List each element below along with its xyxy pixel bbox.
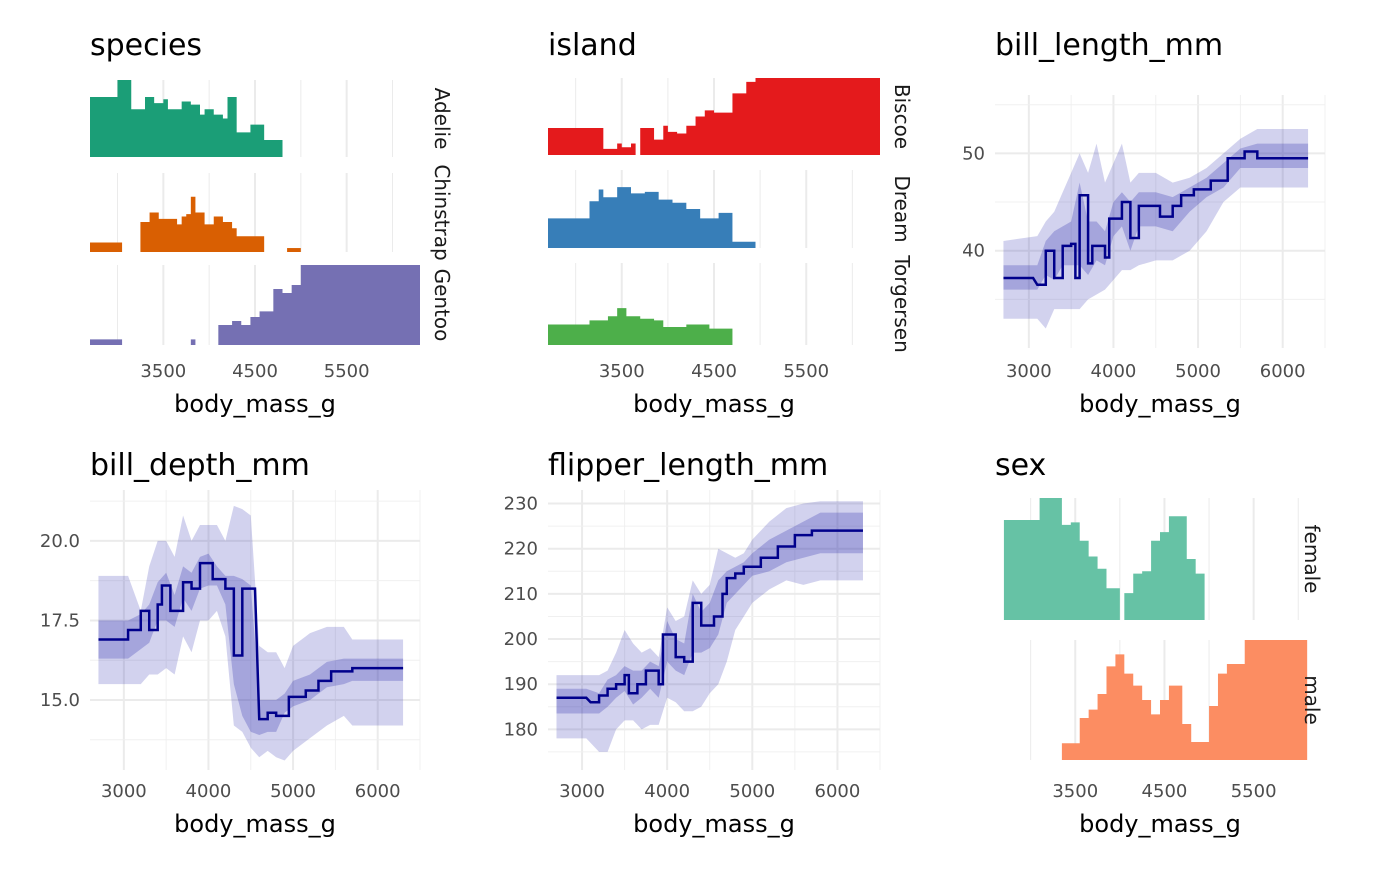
- x-tick-label: 4000: [1091, 361, 1137, 382]
- x-tick-label: 6000: [355, 781, 401, 802]
- x-tick-label: 4000: [644, 781, 690, 802]
- density-area: [90, 80, 283, 157]
- x-tick-label: 3000: [559, 781, 605, 802]
- y-tick-label: 230: [504, 494, 538, 515]
- x-tick-label: 5000: [270, 781, 316, 802]
- x-tick-label: 4500: [691, 361, 737, 382]
- panel-bill_length_mm: bill_length_mm body_mass_g 3000 4000 5000 600…: [962, 28, 1326, 418]
- y-tick-label: 220: [504, 539, 538, 560]
- facet-strip-label: Chinstrap: [430, 164, 454, 260]
- y-tick-label: 50: [962, 143, 985, 164]
- x-tick-label: 4500: [232, 361, 278, 382]
- x-tick-label: 3500: [599, 361, 645, 382]
- x-tick-label: 5500: [1231, 781, 1277, 802]
- panel-bill_depth_mm: bill_depth_mm body_mass_g 3000 4000 5000 6000…: [40, 448, 421, 838]
- x-axis-title: body_mass_g: [633, 390, 795, 418]
- x-tick-label: 3000: [101, 781, 147, 802]
- ci-band-inner: [98, 553, 404, 735]
- x-tick-label: 5500: [783, 361, 829, 382]
- density-area: [140, 196, 265, 252]
- panel-title: bill_depth_mm: [90, 448, 310, 483]
- y-tick-label: 210: [504, 584, 538, 605]
- x-tick-label: 6000: [1260, 361, 1306, 382]
- x-tick-label: 4500: [1142, 781, 1188, 802]
- x-tick-label: 3000: [1006, 361, 1052, 382]
- facet-female: female: [1003, 498, 1324, 620]
- facet-strip-label: male: [1300, 675, 1324, 725]
- facet-strip-label: Torgersen: [890, 254, 914, 353]
- x-tick-label: 3500: [1052, 781, 1098, 802]
- density-area: [190, 339, 196, 345]
- density-area: [548, 308, 733, 345]
- y-tick-label: 180: [504, 719, 538, 740]
- facet-strip-label: Biscoe: [890, 84, 914, 149]
- x-axis-title: body_mass_g: [174, 390, 336, 418]
- density-area: [1124, 516, 1205, 620]
- x-axis-title: body_mass_g: [1079, 810, 1241, 838]
- panel-title: species: [90, 28, 202, 63]
- y-tick-label: 40: [962, 241, 985, 262]
- x-tick-label: 5000: [1175, 361, 1221, 382]
- facet-strip-label: female: [1300, 525, 1324, 594]
- panel-title: sex: [995, 448, 1046, 483]
- y-tick-label: 200: [504, 629, 538, 650]
- facet-strip-label: Adelie: [430, 88, 454, 150]
- facet-torgersen: Torgersen: [548, 254, 914, 353]
- facet-adelie: Adelie: [90, 80, 454, 157]
- panel-species: species body_mass_g Adelie Chinstrap Gentoo 3…: [90, 28, 454, 418]
- y-tick-label: 15.0: [40, 690, 80, 711]
- x-axis-title: body_mass_g: [1079, 390, 1241, 418]
- facet-chinstrap: Chinstrap: [90, 164, 454, 261]
- x-axis-title: body_mass_g: [174, 810, 336, 838]
- facet-dream: Dream: [548, 170, 914, 248]
- panel-sex: sex body_mass_g female male 3500 4500 5500: [995, 448, 1324, 838]
- density-area: [548, 187, 756, 248]
- panel-title: island: [548, 28, 637, 63]
- density-area: [90, 242, 123, 252]
- panel-island: island body_mass_g Biscoe Dream Torgersen 350…: [548, 28, 914, 418]
- x-tick-label: 6000: [815, 781, 861, 802]
- x-tick-label: 3500: [140, 361, 186, 382]
- x-axis-title: body_mass_g: [633, 810, 795, 838]
- facet-strip-label: Dream: [890, 175, 914, 242]
- density-area: [548, 128, 636, 155]
- facet-gentoo: Gentoo: [90, 265, 454, 345]
- panel-flipper_length_mm: flipper_length_mm body_mass_g 3000 4000 5000…: [504, 448, 881, 838]
- x-tick-label: 4000: [186, 781, 232, 802]
- series-line: [98, 561, 404, 721]
- density-area: [218, 265, 420, 345]
- y-tick-label: 20.0: [40, 531, 80, 552]
- x-tick-label: 5000: [729, 781, 775, 802]
- facet-biscoe: Biscoe: [548, 78, 914, 155]
- series-line: [1003, 150, 1309, 286]
- ci-band-outer: [98, 505, 404, 761]
- density-area: [1061, 640, 1308, 760]
- density-area: [640, 78, 880, 155]
- ci-band-inner: [556, 512, 863, 714]
- density-area: [287, 248, 301, 252]
- y-tick-label: 17.5: [40, 610, 80, 631]
- y-tick-label: 190: [504, 674, 538, 695]
- series-line: [556, 529, 863, 704]
- facet-male: male: [1030, 640, 1324, 760]
- x-tick-label: 5500: [324, 361, 370, 382]
- density-area: [90, 339, 123, 345]
- panel-title: bill_length_mm: [995, 28, 1223, 63]
- density-area: [1003, 498, 1120, 620]
- facet-strip-label: Gentoo: [430, 269, 454, 342]
- panel-title: flipper_length_mm: [548, 448, 828, 483]
